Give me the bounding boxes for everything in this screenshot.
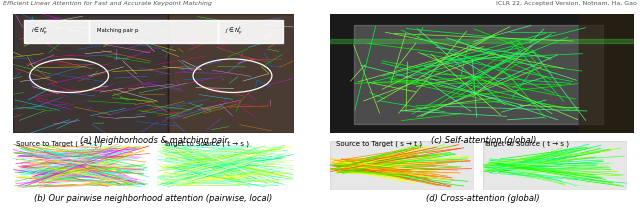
Bar	[168, 14, 294, 133]
Text: (a) Neighborhoods & matching pair: (a) Neighborhoods & matching pair	[79, 136, 228, 145]
FancyBboxPatch shape	[24, 20, 89, 43]
FancyBboxPatch shape	[89, 20, 218, 43]
FancyBboxPatch shape	[218, 20, 283, 43]
Bar	[330, 39, 634, 43]
Text: ICLR 22, Accepted Version, Notnam, Ha, Gao: ICLR 22, Accepted Version, Notnam, Ha, G…	[496, 1, 637, 6]
Text: Source to Target ( s → t ): Source to Target ( s → t )	[16, 140, 102, 147]
Text: (d) Cross-attention (global): (d) Cross-attention (global)	[426, 194, 540, 203]
Bar	[579, 14, 634, 133]
Bar	[354, 26, 604, 124]
Text: Target to Source ( t → s ): Target to Source ( t → s )	[163, 140, 249, 147]
Text: (c) Self-attention (global): (c) Self-attention (global)	[431, 136, 536, 145]
Text: (b) Our pairwise neighborhood attention (pairwise, local): (b) Our pairwise neighborhood attention …	[35, 194, 273, 203]
Text: Efficient Linear Attention for Fast and Accurate Keypoint Matching: Efficient Linear Attention for Fast and …	[3, 1, 212, 6]
Text: $i \in N_p^s$: $i \in N_p^s$	[31, 25, 48, 37]
Text: Source to Target ( s → t ): Source to Target ( s → t )	[336, 140, 422, 147]
Text: Target to Source ( t → s ): Target to Source ( t → s )	[483, 140, 569, 147]
Bar	[13, 14, 168, 133]
Text: Matching pair p: Matching pair p	[97, 28, 139, 33]
Text: $j \in N_p^t$: $j \in N_p^t$	[225, 25, 243, 37]
